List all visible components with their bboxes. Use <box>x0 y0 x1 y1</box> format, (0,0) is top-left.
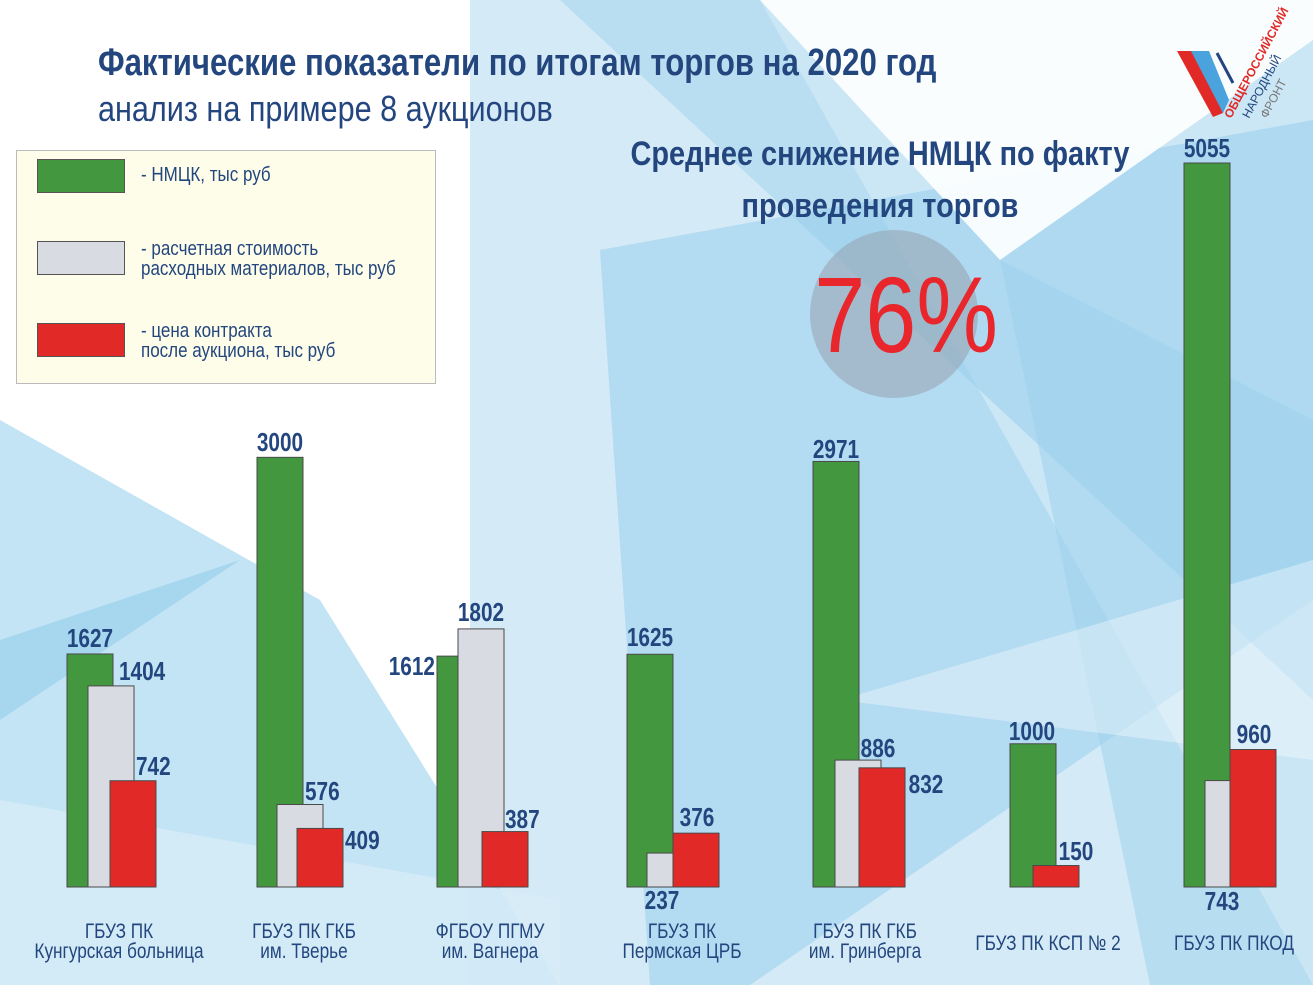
category-label: ФГБОУ ПГМУ <box>436 921 545 944</box>
value-label-green: 5055 <box>1184 134 1230 163</box>
legend-swatch-green <box>37 159 125 193</box>
value-label-green: 1627 <box>67 624 113 653</box>
value-label-red: 832 <box>909 770 944 799</box>
bar-green <box>1009 743 1057 888</box>
legend-label: - НМЦК, тыс руб <box>141 164 271 186</box>
value-label-green: 3000 <box>257 428 303 457</box>
value-label-grey: 1802 <box>458 598 504 627</box>
category-label: ГБУЗ ПК <box>85 921 154 944</box>
bar-green <box>626 653 674 888</box>
legend-label: - расчетная стоимость расходных материал… <box>141 238 396 280</box>
bar-red <box>1229 749 1277 888</box>
value-label-red: 960 <box>1237 720 1272 749</box>
bar-red <box>858 767 906 888</box>
legend-label: - цена контракта после аукциона, тыс руб <box>141 320 336 362</box>
bar-green <box>1183 162 1231 888</box>
page-title: Фактические показатели по итогам торгов … <box>98 42 937 84</box>
category-label: им. Вагнера <box>442 941 539 964</box>
value-label-grey: 576 <box>305 777 340 806</box>
value-label-red: 150 <box>1059 837 1094 866</box>
value-label-red: 376 <box>680 803 715 832</box>
average-reduction-value: 76% <box>814 254 998 375</box>
category-label: Пермская ЦРБ <box>622 941 741 964</box>
category-label: ГБУЗ ПК ГКБ <box>813 921 917 944</box>
bar-red <box>1032 865 1080 888</box>
category-label: ГБУЗ ПК <box>648 921 717 944</box>
category-label: им. Тверье <box>260 941 347 964</box>
value-label-green: 1612 <box>389 652 435 681</box>
value-label-red: 409 <box>345 826 380 855</box>
value-label-grey: 886 <box>861 734 896 763</box>
value-label-grey: 743 <box>1205 887 1240 916</box>
value-label-red: 742 <box>136 752 171 781</box>
category-label: ГБУЗ ПК ГКБ <box>252 921 356 944</box>
value-label-green: 1000 <box>1009 717 1055 746</box>
bar-red <box>109 780 157 888</box>
bar-grey <box>457 628 505 888</box>
value-label-red: 387 <box>505 805 540 834</box>
bar-red <box>481 831 529 888</box>
onf-logo: ОБЩЕРОССИЙСКИЙ НАРОДНЫЙ ФРОНТ <box>1177 5 1291 120</box>
category-label: ГБУЗ ПК ПКОД <box>1174 933 1294 956</box>
bar-red <box>296 827 344 888</box>
category-label: Кунгурская больница <box>34 941 203 964</box>
percent-circle <box>810 230 978 398</box>
value-label-grey: 237 <box>645 886 680 915</box>
legend-swatch-red <box>37 323 125 357</box>
bar-red <box>672 832 720 888</box>
category-label: ГБУЗ ПК КСП № 2 <box>975 933 1120 956</box>
legend: - НМЦК, тыс руб - расчетная стоимость ра… <box>16 150 436 384</box>
page-subtitle: анализ на примере 8 аукционов <box>98 88 553 129</box>
category-label: им. Гринберга <box>809 941 922 964</box>
value-label-grey: 1404 <box>119 657 165 686</box>
average-reduction-caption: Среднее снижение НМЦК по факту проведени… <box>630 135 1130 225</box>
value-label-green: 2971 <box>813 435 859 464</box>
legend-swatch-grey <box>37 241 125 275</box>
value-label-green: 1625 <box>627 623 673 652</box>
